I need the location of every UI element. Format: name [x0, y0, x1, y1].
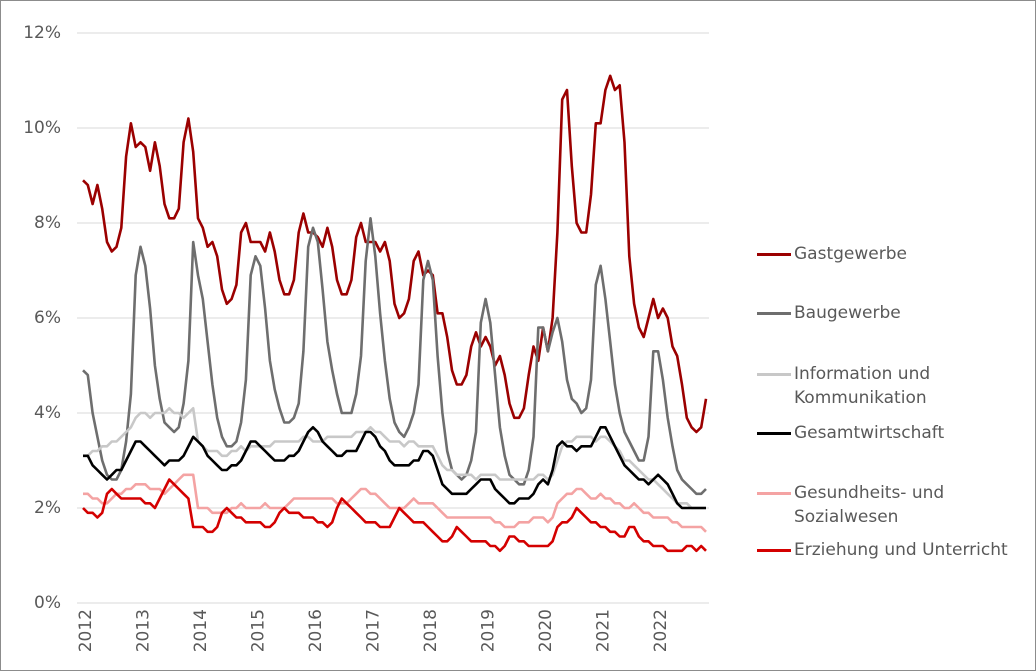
- x-tick-label: 2013: [134, 609, 154, 652]
- series-line: [82, 217, 707, 496]
- x-tick-label: 2014: [191, 609, 211, 652]
- legend-item: Gesamtwirtschaft: [757, 421, 944, 445]
- legend-label: Gesamtwirtschaft: [794, 423, 945, 443]
- legend-item: Erziehung und Unterricht: [757, 538, 1008, 562]
- legend-label: Information und Kommunikation: [794, 364, 931, 408]
- x-tick-label: 2021: [594, 609, 614, 652]
- legend-item: Information und Kommunikation: [757, 362, 930, 410]
- y-tick-label: 6%: [34, 308, 61, 328]
- legend-swatch: [757, 549, 791, 552]
- x-tick-label: 2012: [76, 609, 96, 652]
- legend-item: Baugewerbe: [757, 301, 901, 325]
- legend-swatch: [757, 253, 791, 256]
- legend-swatch: [757, 373, 791, 376]
- series-line: [83, 473, 707, 533]
- series-line: [83, 426, 706, 510]
- legend-swatch: [757, 492, 791, 495]
- legend-item: Gastgewerbe: [757, 242, 907, 266]
- legend-item: Gesundheits- und Sozialwesen: [757, 481, 944, 529]
- x-tick-label: 2015: [249, 609, 269, 652]
- legend-label: Gastgewerbe: [794, 244, 907, 264]
- y-tick-label: 10%: [23, 118, 61, 138]
- series-line: [82, 478, 707, 553]
- x-tick-label: 2019: [479, 609, 499, 652]
- y-tick-label: 12%: [23, 23, 61, 43]
- y-tick-label: 2%: [34, 498, 61, 518]
- y-tick-label: 8%: [34, 213, 61, 233]
- series-line: [83, 407, 706, 510]
- legend-label: Baugewerbe: [794, 303, 901, 323]
- x-tick-label: 2020: [536, 609, 556, 652]
- x-tick-label: 2017: [364, 609, 384, 652]
- y-tick-label: 0%: [34, 593, 61, 613]
- x-tick-label: 2016: [306, 609, 326, 652]
- legend-swatch: [757, 432, 791, 435]
- x-tick-label: 2022: [651, 609, 671, 652]
- legend-label: Gesundheits- und Sozialwesen: [794, 483, 945, 527]
- legend-swatch: [757, 312, 791, 315]
- legend-label: Erziehung und Unterricht: [794, 540, 1008, 560]
- series-line: [82, 74, 708, 434]
- x-tick-label: 2018: [421, 609, 441, 652]
- y-tick-label: 4%: [34, 403, 61, 423]
